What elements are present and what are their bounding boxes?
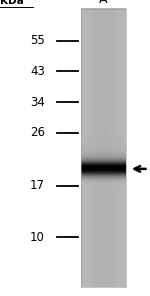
Text: 43: 43 (30, 65, 45, 78)
Bar (81, 9, 126, 287)
Text: 34: 34 (30, 96, 45, 109)
Text: 26: 26 (30, 126, 45, 139)
Text: 10: 10 (30, 231, 45, 244)
Text: 55: 55 (30, 34, 45, 47)
Text: 17: 17 (30, 179, 45, 192)
Text: KDa: KDa (0, 0, 24, 6)
Text: A: A (99, 0, 108, 6)
